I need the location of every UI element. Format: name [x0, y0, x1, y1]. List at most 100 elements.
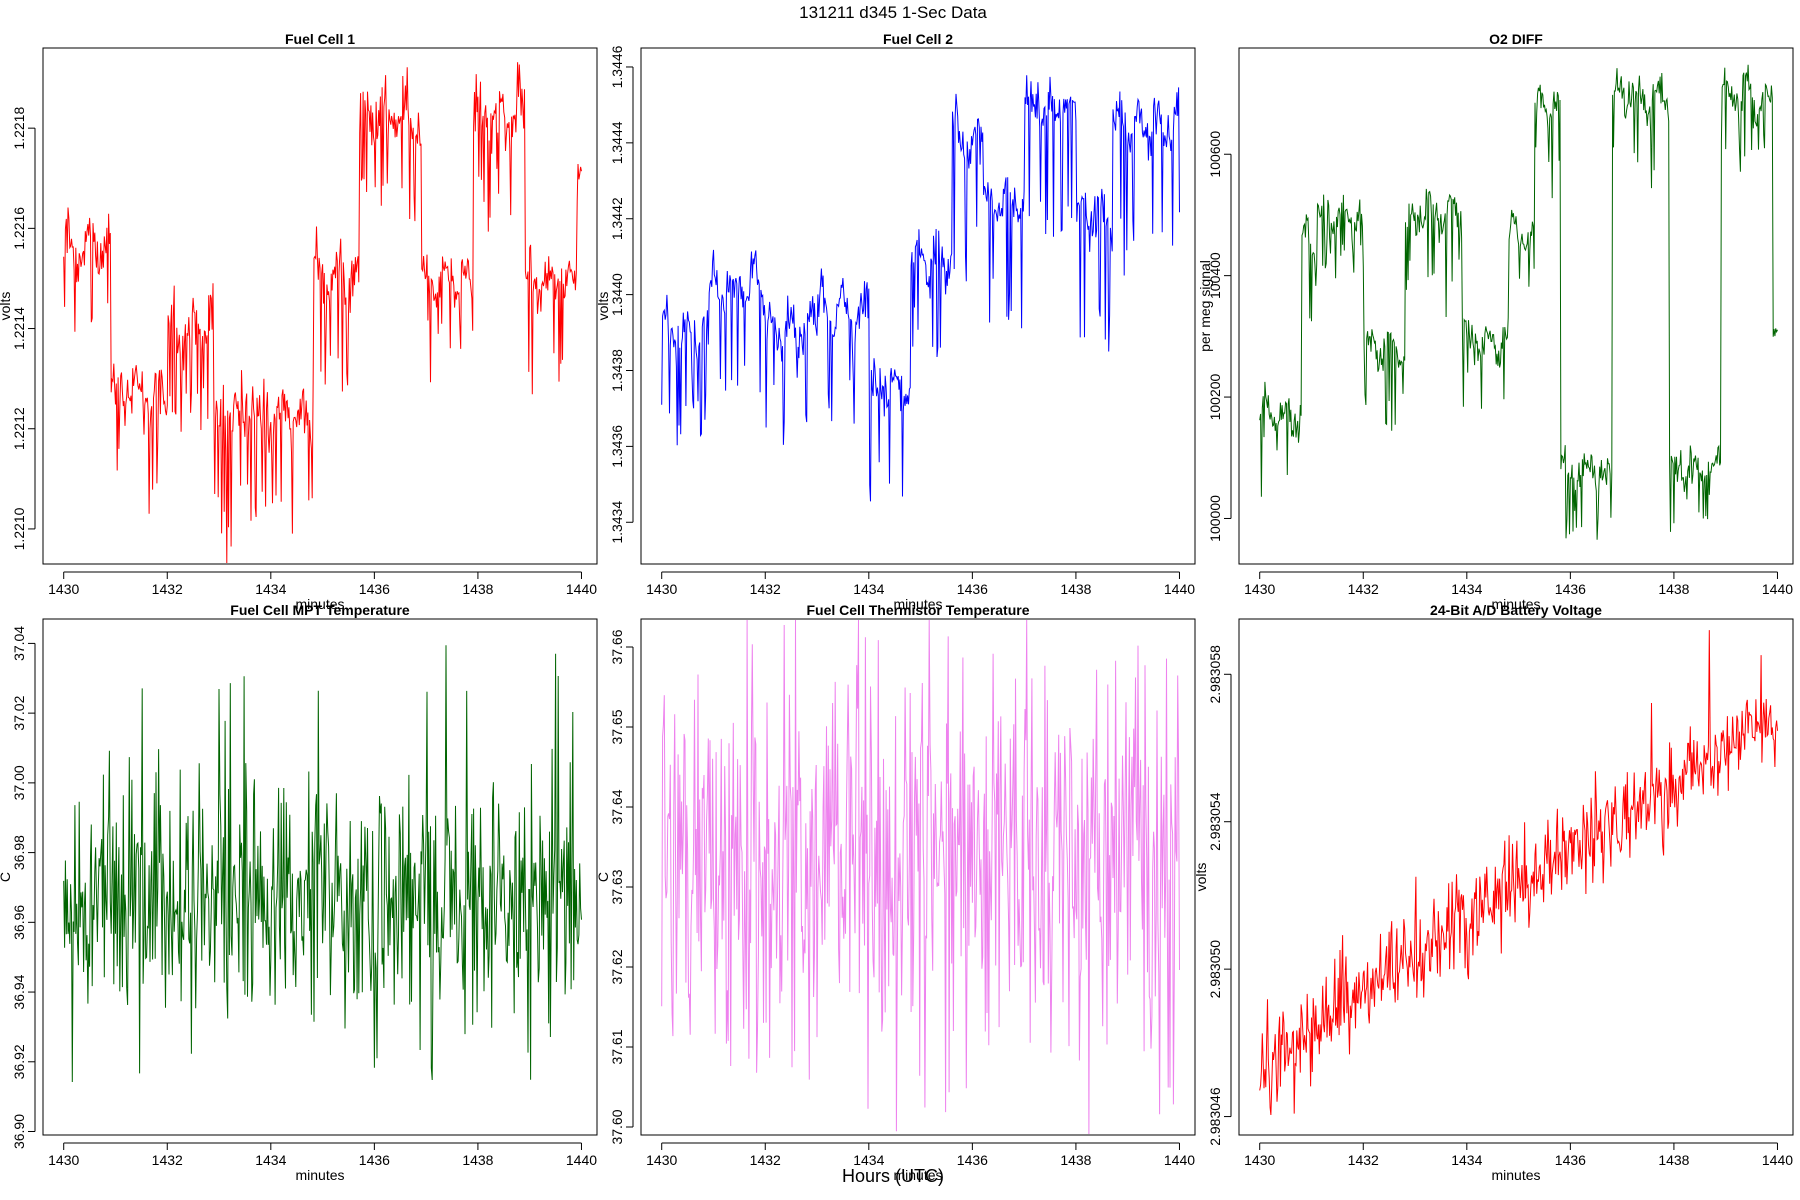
y-tick-label: 2.983050: [1207, 940, 1223, 999]
x-tick-label: 1430: [1244, 581, 1275, 597]
y-tick-label: 1.3440: [609, 273, 625, 316]
y-tick-label: 37.60: [609, 1109, 625, 1144]
y-tick-label: 36.92: [11, 1044, 27, 1079]
x-tick-label: 1440: [1164, 1152, 1195, 1168]
y-axis-label: per meg signal: [1197, 260, 1213, 352]
x-tick-label: 1432: [1348, 1152, 1379, 1168]
y-tick-label: 1.3438: [609, 349, 625, 392]
series-line: [1259, 630, 1778, 1116]
x-tick-label: 1432: [152, 581, 183, 597]
y-axis-label: C: [0, 872, 13, 882]
x-tick-label: 1434: [1451, 581, 1482, 597]
y-tick-label: 2.983054: [1207, 792, 1223, 851]
x-tick-label: 1436: [1555, 1152, 1586, 1168]
y-tick-label: 37.65: [609, 709, 625, 744]
y-tick-label: 37.63: [609, 869, 625, 904]
x-axis-label: minutes: [295, 596, 344, 612]
y-tick-label: 1.3434: [609, 501, 625, 544]
chart-panel: Fuel Cell Thermistor Temperature 1430 1432…: [595, 602, 1196, 1183]
y-tick-label: 37.66: [609, 629, 625, 664]
chart-panels: Fuel Cell 1 1430 1432 1434 1436 1438 1440 minut…: [0, 31, 1794, 1183]
x-tick-label: 1436: [957, 581, 988, 597]
x-tick-label: 1434: [255, 581, 286, 597]
x-tick-label: 1430: [48, 1152, 79, 1168]
y-tick-label: 100600: [1207, 131, 1223, 178]
y-tick-label: 36.90: [11, 1114, 27, 1149]
x-axis-label: minutes: [295, 1167, 344, 1183]
panel-title: 24-Bit A/D Battery Voltage: [1430, 602, 1602, 618]
x-tick-label: 1438: [1658, 1152, 1689, 1168]
y-tick-label: 37.62: [609, 949, 625, 984]
y-tick-label: 2.983058: [1207, 645, 1223, 704]
y-tick-label: 37.04: [11, 626, 27, 661]
x-axis-label: minutes: [1491, 596, 1540, 612]
x-tick-label: 1434: [255, 1152, 286, 1168]
plot-frame: [1238, 47, 1794, 565]
plot-frame: [42, 47, 598, 565]
x-tick-label: 1438: [462, 581, 493, 597]
y-tick-label: 37.00: [11, 765, 27, 800]
x-tick-label: 1440: [566, 1152, 597, 1168]
x-tick-label: 1440: [566, 581, 597, 597]
series-line: [661, 619, 1180, 1135]
plot-frame: [1238, 618, 1794, 1136]
panel-title: Fuel Cell MPT Temperature: [230, 602, 410, 618]
plot-frame: [640, 618, 1196, 1136]
y-tick-label: 100000: [1207, 495, 1223, 542]
x-tick-label: 1436: [957, 1152, 988, 1168]
figure-outer-xlabel: Hours (UTC): [842, 1166, 944, 1186]
chart-panel: O2 DIFF 1430 1432 1434 1436 1438 1440 minutes 10…: [1197, 31, 1794, 612]
panel-title: O2 DIFF: [1489, 31, 1543, 47]
x-tick-label: 1440: [1762, 581, 1793, 597]
y-tick-label: 37.61: [609, 1029, 625, 1064]
plot-frame: [640, 47, 1196, 565]
y-tick-label: 36.96: [11, 905, 27, 940]
y-tick-label: 1.2214: [11, 307, 27, 350]
x-tick-label: 1432: [152, 1152, 183, 1168]
x-tick-label: 1440: [1762, 1152, 1793, 1168]
x-axis-label: minutes: [1491, 1167, 1540, 1183]
y-axis-label: volts: [595, 292, 611, 321]
x-tick-label: 1436: [359, 581, 390, 597]
x-axis-label: minutes: [893, 1167, 942, 1183]
plot-frame: [42, 618, 598, 1136]
y-tick-label: 2.983046: [1207, 1087, 1223, 1146]
x-tick-label: 1430: [646, 581, 677, 597]
panel-title: Fuel Cell Thermistor Temperature: [806, 602, 1029, 618]
y-tick-label: 100400: [1207, 252, 1223, 299]
x-axis-label: minutes: [893, 596, 942, 612]
y-tick-label: 1.3444: [609, 121, 625, 164]
series-line: [1259, 64, 1778, 540]
y-tick-label: 1.2218: [11, 107, 27, 150]
x-tick-label: 1432: [750, 1152, 781, 1168]
x-tick-label: 1430: [646, 1152, 677, 1168]
chart-panel: Fuel Cell 2 1430 1432 1434 1436 1438 1440 minut…: [595, 31, 1196, 612]
y-tick-label: 37.64: [609, 789, 625, 824]
panel-title: Fuel Cell 1: [285, 31, 355, 47]
chart-panel: Fuel Cell 1 1430 1432 1434 1436 1438 1440 minut…: [0, 31, 598, 612]
x-tick-label: 1440: [1164, 581, 1195, 597]
y-tick-label: 100200: [1207, 373, 1223, 420]
x-tick-label: 1438: [1658, 581, 1689, 597]
y-tick-label: 1.3446: [609, 45, 625, 88]
y-tick-label: 36.98: [11, 835, 27, 870]
series-line: [661, 75, 1180, 502]
y-axis-label: volts: [1193, 863, 1209, 892]
x-tick-label: 1432: [1348, 581, 1379, 597]
y-tick-label: 1.2216: [11, 207, 27, 250]
x-tick-label: 1436: [1555, 581, 1586, 597]
y-tick-label: 1.3442: [609, 197, 625, 240]
panel-title: Fuel Cell 2: [883, 31, 953, 47]
x-tick-label: 1434: [853, 581, 884, 597]
y-tick-label: 36.94: [11, 974, 27, 1009]
y-tick-label: 1.2212: [11, 407, 27, 450]
x-tick-label: 1430: [48, 581, 79, 597]
figure-title: 131211 d345 1-Sec Data: [799, 3, 987, 22]
series-line: [63, 645, 582, 1083]
x-tick-label: 1432: [750, 581, 781, 597]
chart-panel: 24-Bit A/D Battery Voltage 1430 1432 1434 14…: [1193, 602, 1794, 1183]
x-tick-label: 1434: [853, 1152, 884, 1168]
chart-panel: Fuel Cell MPT Temperature 1430 1432 1434 143…: [0, 602, 598, 1183]
y-tick-label: 37.02: [11, 695, 27, 730]
